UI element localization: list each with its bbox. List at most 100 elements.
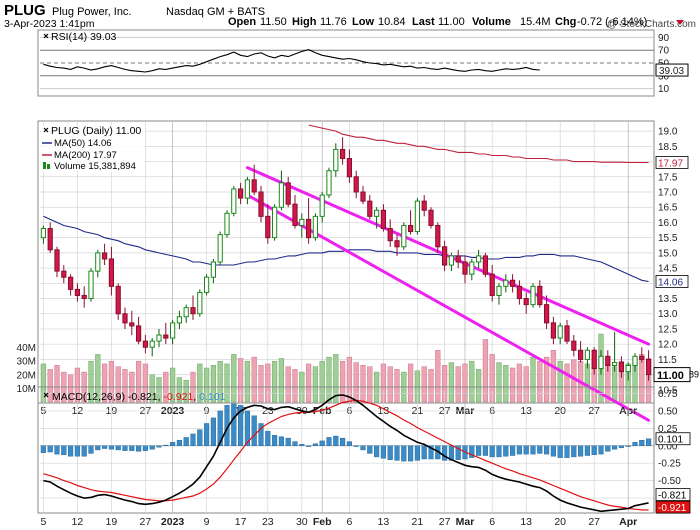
macd-hist-bar: [571, 445, 577, 458]
hist-legend-value: 0.101: [199, 391, 225, 403]
macd-hist-bar: [455, 445, 461, 460]
macd-hist-bar: [584, 445, 590, 456]
low-value: 10.84: [378, 16, 406, 28]
rsi-legend: RSI(14) 39.03: [51, 31, 117, 43]
macd-signal-badge: -0.921: [658, 503, 687, 514]
volume-bar: [278, 358, 285, 403]
candle-body: [530, 285, 536, 306]
legend-toggle-icon: [43, 392, 49, 398]
volume-legend: Volume 15,381,894: [54, 161, 136, 172]
macd-x-label: 19: [106, 516, 118, 528]
macd-tick-label: -0.50: [658, 476, 681, 487]
macd-x-label: 27: [588, 516, 600, 528]
price-tick-label: 16.0: [658, 218, 678, 229]
high-value: 11.76: [320, 16, 347, 28]
price-tick-label: 15.0: [658, 248, 678, 259]
macd-hist-bar: [108, 445, 114, 450]
macd-x-label: 2023: [161, 516, 185, 528]
volume-bar: [448, 362, 455, 403]
macd-value-badge: -0.821: [658, 491, 687, 502]
ma50-legend: MA(50) 14.06: [54, 138, 112, 149]
macd-value-badge-bg: [655, 488, 691, 501]
macd-hist-bar: [210, 417, 216, 446]
macd-hist-badge-bg: [655, 432, 691, 446]
volume-bar: [210, 365, 217, 403]
volume-bar: [312, 366, 319, 403]
volume-bar: [537, 360, 543, 403]
candle-body: [169, 322, 176, 339]
candle-body: [156, 334, 162, 342]
price-tick-label: 17.5: [658, 172, 678, 183]
macd-hist-bar: [238, 405, 244, 446]
candle-body: [543, 304, 550, 324]
volume-tick-label: 20M: [17, 370, 36, 381]
candle-body: [312, 215, 319, 239]
macd-hist-badge: 0.101: [658, 435, 683, 446]
price-tick-label: 13.0: [658, 309, 678, 320]
volume-bar: [176, 377, 183, 403]
volume-badge-fragment: 89: [689, 370, 699, 380]
macd-hist-bar: [176, 439, 182, 446]
candle-body: [149, 340, 155, 348]
candle-body: [292, 203, 298, 226]
candle-body: [469, 261, 475, 275]
volume-bar: [475, 369, 482, 403]
macd-hist-bar: [88, 445, 94, 454]
macd-hist-bar: [523, 445, 529, 455]
macd-hist-bar: [476, 445, 482, 456]
macd-hist-bar: [625, 445, 631, 447]
macd-hist-bar: [442, 445, 448, 461]
candle-body: [428, 209, 434, 226]
macd-x-label: 9: [204, 516, 210, 528]
candle-body: [639, 355, 645, 360]
candle-body: [278, 182, 285, 208]
macd-x-label: Apr: [619, 516, 637, 528]
volume-bar: [387, 366, 393, 403]
macd-hist-bar: [149, 445, 155, 450]
price-tick-label: 10.5: [658, 385, 678, 396]
volume-bar: [217, 360, 223, 403]
volume-bar: [244, 360, 251, 403]
macd-hist-bar: [326, 437, 332, 446]
candle-body: [346, 158, 353, 178]
candle-body: [645, 358, 652, 376]
macd-x-label: Feb: [313, 516, 332, 528]
macd-hist-bar: [421, 445, 427, 460]
macd-hist-bar: [163, 444, 169, 447]
macd-hist-bar: [81, 445, 87, 457]
price-legend-bg: [41, 126, 145, 172]
candle-body: [47, 228, 53, 251]
price-tick-label: 17.0: [658, 188, 678, 199]
macd-hist-bar: [380, 445, 386, 459]
candle-body: [101, 252, 108, 260]
macd-panel-frame: [37, 386, 655, 514]
volume-bar: [95, 354, 101, 403]
candle-body: [448, 255, 455, 266]
candle-body: [523, 298, 529, 306]
candle-body: [462, 261, 468, 275]
candle-body: [482, 255, 489, 275]
candle-body: [598, 355, 604, 370]
macd-tick-label: 0.75: [658, 389, 678, 400]
price-tick-label: 12.0: [658, 340, 678, 351]
price-tick-label: 11.5: [658, 355, 677, 366]
price-tick-label: 12.5: [658, 324, 678, 335]
candle-body: [231, 188, 237, 214]
candle-body: [407, 224, 414, 233]
candle-body: [305, 218, 312, 239]
volume-bar: [550, 350, 557, 403]
volume-bar: [367, 366, 373, 403]
legend-toggle-icon: [43, 33, 49, 39]
macd-x-label: 21: [412, 516, 424, 528]
macd-x-label: 30: [296, 516, 308, 528]
macd-signal-badge-bg: [655, 500, 691, 514]
candle-body: [353, 176, 359, 193]
macd-hist-bar: [190, 433, 196, 446]
macd-hist-bar: [68, 445, 74, 457]
candle-body: [61, 270, 67, 278]
macd-hist-bar: [258, 423, 264, 446]
candle-body: [571, 340, 577, 351]
volume-legend-swatch: [47, 164, 50, 169]
candle-body: [367, 200, 373, 217]
